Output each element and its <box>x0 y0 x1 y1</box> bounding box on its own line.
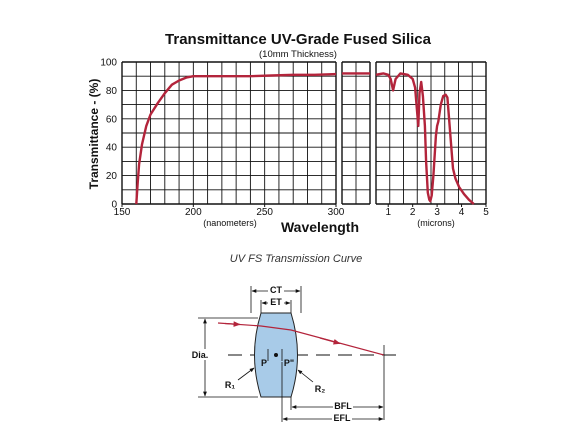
efl-label: EFL <box>334 413 352 423</box>
tick-labels: 150 200 250 300 1 2 3 4 5 0 20 40 60 80 100 <box>100 58 489 219</box>
x-axis-label: Wavelength <box>281 219 359 235</box>
light-ray <box>217 322 385 356</box>
lens-diagram: CT ET Dia. P P" R₁ R₂ BFL EFL <box>188 285 400 423</box>
x-tick-label: 3 <box>434 207 440 218</box>
chart-subtitle: (10mm Thickness) <box>259 49 337 60</box>
transmittance-series-0 <box>135 72 337 205</box>
y-tick-label: 80 <box>106 86 118 97</box>
bfl-label: BFL <box>334 401 352 411</box>
x-unit-nanometers: (nanometers) <box>203 218 257 228</box>
x-tick-label: 150 <box>114 207 131 218</box>
y-tick-label: 40 <box>106 143 118 154</box>
x-tick-label: 200 <box>185 207 202 218</box>
y-tick-label: 100 <box>100 58 117 69</box>
y-axis-label: Transmittance - (%) <box>87 79 101 190</box>
r2-label: R₂ <box>315 384 326 394</box>
transmittance-curves <box>135 72 475 205</box>
x-tick-label: 4 <box>459 207 465 218</box>
principal-point-p: P <box>261 358 267 368</box>
x-tick-label: 5 <box>483 207 489 218</box>
principal-point-p2: P" <box>284 358 294 368</box>
chart-title: Transmittance UV-Grade Fused Silica <box>165 31 432 48</box>
y-tick-label: 0 <box>111 200 117 211</box>
transmittance-series-2 <box>375 72 475 205</box>
ct-label: CT <box>270 285 282 295</box>
x-tick-label: 300 <box>328 207 345 218</box>
chart-grid <box>121 61 487 205</box>
x-tick-label: 250 <box>256 207 273 218</box>
x-tick-label: 2 <box>410 207 416 218</box>
dia-label: Dia. <box>192 350 209 360</box>
figure-caption: UV FS Transmission Curve <box>230 253 362 265</box>
x-unit-microns: (microns) <box>417 218 455 228</box>
y-tick-label: 20 <box>106 171 118 182</box>
y-tick-label: 60 <box>106 114 118 125</box>
r1-pointer <box>237 367 255 381</box>
r1-label: R₁ <box>225 380 235 390</box>
r2-pointer <box>297 369 314 383</box>
et-label: ET <box>270 297 282 307</box>
x-tick-label: 1 <box>385 207 391 218</box>
